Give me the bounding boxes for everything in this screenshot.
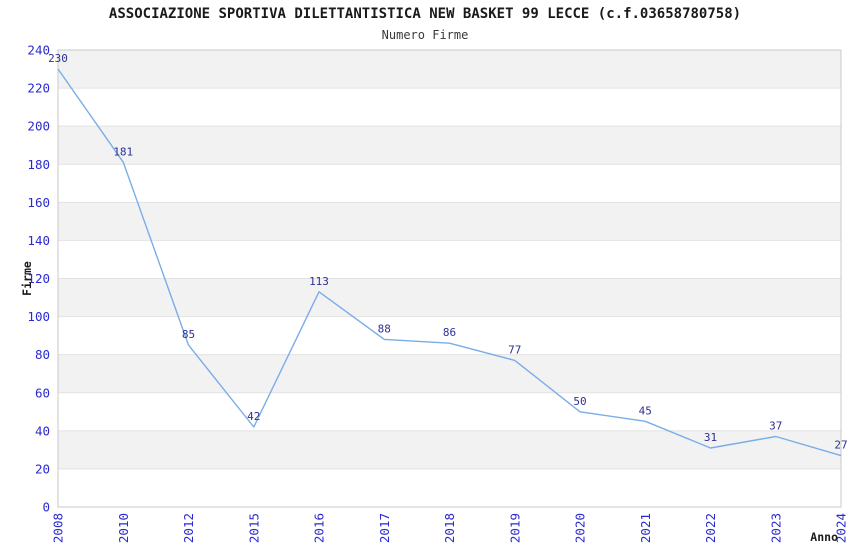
- x-tick-label: 2020: [573, 513, 588, 543]
- data-point-label: 45: [639, 404, 652, 417]
- data-point-label: 37: [769, 420, 782, 433]
- x-tick-label: 2010: [116, 513, 131, 543]
- grid-band: [58, 354, 841, 393]
- y-tick-label: 60: [35, 385, 50, 400]
- x-tick-label: 2023: [768, 513, 783, 543]
- data-point-label: 31: [704, 431, 717, 444]
- x-tick-label: 2017: [377, 513, 392, 543]
- data-point-label: 113: [309, 275, 329, 288]
- y-tick-label: 140: [27, 233, 50, 248]
- y-tick-label: 240: [27, 43, 50, 58]
- x-tick-label: 2008: [51, 513, 66, 543]
- data-point-label: 42: [247, 410, 260, 423]
- y-tick-label: 20: [35, 461, 50, 476]
- grid-band: [58, 50, 841, 89]
- data-point-label: 230: [48, 52, 68, 65]
- y-tick-label: 80: [35, 347, 50, 362]
- x-axis-title: Anno: [810, 530, 838, 544]
- y-tick-label: 40: [35, 423, 50, 438]
- grid-band: [58, 202, 841, 241]
- data-point-label: 181: [113, 145, 133, 158]
- y-tick-label: 100: [27, 309, 50, 324]
- data-point-label: 27: [834, 439, 847, 452]
- grid-band: [58, 278, 841, 317]
- x-tick-label: 2019: [507, 513, 522, 543]
- y-tick-label: 160: [27, 195, 50, 210]
- x-tick-label: 2022: [703, 513, 718, 543]
- plot-border: [57, 49, 842, 508]
- y-tick-label: 0: [42, 500, 50, 515]
- data-point-label: 85: [182, 328, 195, 341]
- y-tick-label: 220: [27, 81, 50, 96]
- data-point-label: 77: [508, 343, 521, 356]
- grid-band: [58, 126, 841, 165]
- chart-subtitle: Numero Firme: [381, 28, 469, 42]
- data-line: [57, 68, 842, 457]
- y-tick-label: 180: [27, 157, 50, 172]
- data-point-label: 86: [443, 326, 456, 339]
- x-tick-label: 2015: [246, 513, 261, 543]
- x-tick-label: 2016: [312, 513, 327, 543]
- chart-title: ASSOCIAZIONE SPORTIVA DILETTANTISTICA NE…: [108, 6, 742, 22]
- x-tick-label: 2024: [834, 513, 849, 543]
- y-axis-title: Firme: [20, 261, 34, 296]
- grid-band: [58, 430, 841, 469]
- y-tick-label: 200: [27, 119, 50, 134]
- data-point-label: 50: [573, 395, 586, 408]
- y-tick-label: 120: [27, 271, 50, 286]
- x-tick-label: 2018: [442, 513, 457, 543]
- x-tick-label: 2012: [181, 513, 196, 543]
- data-point-label: 88: [378, 322, 391, 335]
- x-tick-label: 2021: [638, 513, 653, 543]
